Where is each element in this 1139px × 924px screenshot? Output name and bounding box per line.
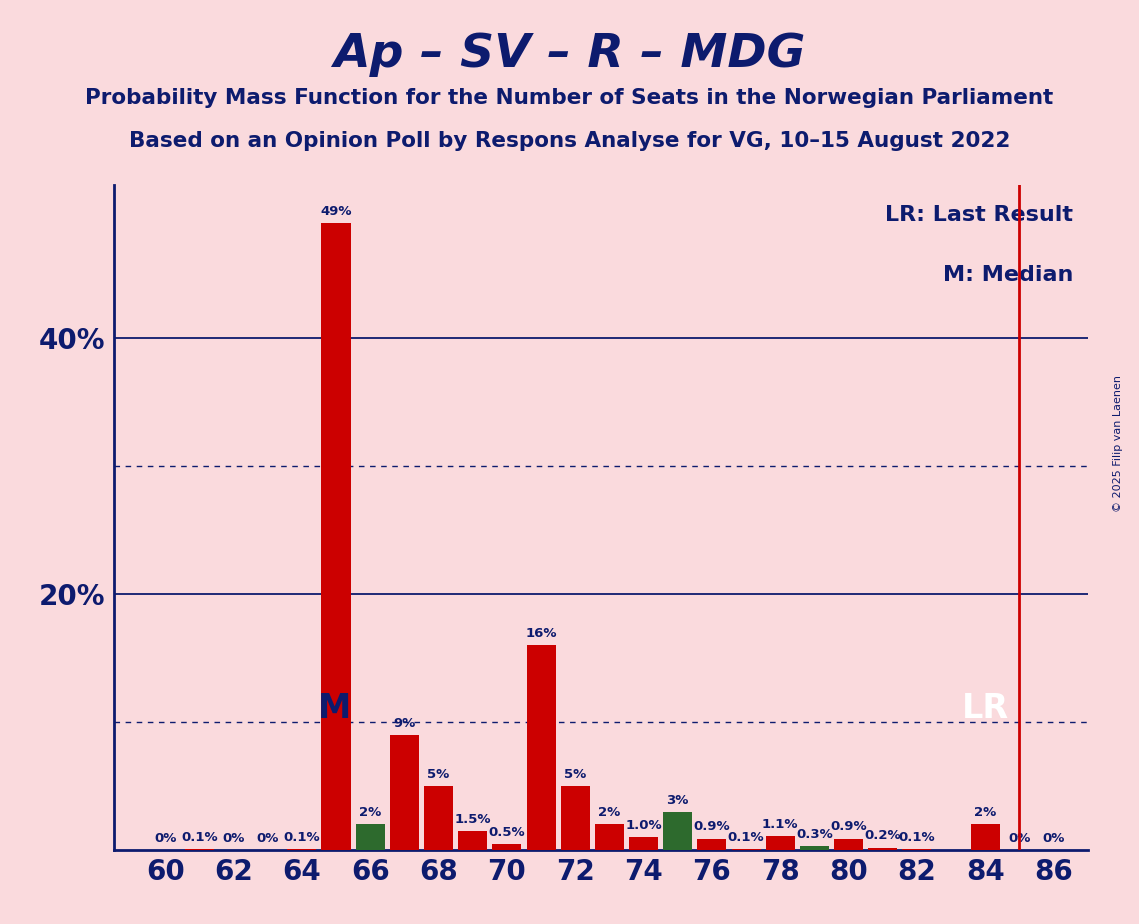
Text: 5%: 5% xyxy=(564,768,587,781)
Text: 2%: 2% xyxy=(598,807,621,820)
Text: 0.2%: 0.2% xyxy=(865,830,901,843)
Bar xyxy=(321,224,351,850)
Bar xyxy=(834,839,863,850)
Text: 1.5%: 1.5% xyxy=(454,813,491,826)
Bar xyxy=(970,824,1000,850)
Text: Based on an Opinion Poll by Respons Analyse for VG, 10–15 August 2022: Based on an Opinion Poll by Respons Anal… xyxy=(129,131,1010,152)
Bar xyxy=(697,839,727,850)
Bar xyxy=(492,844,522,850)
Bar xyxy=(731,849,761,850)
Text: 0%: 0% xyxy=(222,832,245,845)
Bar xyxy=(868,847,898,850)
Text: 0.5%: 0.5% xyxy=(489,825,525,839)
Text: 0%: 0% xyxy=(1042,832,1065,845)
Text: © 2025 Filip van Laenen: © 2025 Filip van Laenen xyxy=(1114,375,1123,512)
Text: 0.1%: 0.1% xyxy=(181,831,218,844)
Bar xyxy=(765,836,795,850)
Bar xyxy=(902,849,932,850)
Text: 0%: 0% xyxy=(256,832,279,845)
Bar xyxy=(424,786,453,850)
Bar xyxy=(663,811,693,850)
Bar xyxy=(390,735,419,850)
Text: 2%: 2% xyxy=(974,807,997,820)
Text: 0.1%: 0.1% xyxy=(284,831,320,844)
Text: 49%: 49% xyxy=(320,205,352,218)
Text: 0.9%: 0.9% xyxy=(830,821,867,833)
Bar xyxy=(526,645,556,850)
Text: Ap – SV – R – MDG: Ap – SV – R – MDG xyxy=(334,32,805,78)
Text: LR: LR xyxy=(962,692,1009,724)
Text: 16%: 16% xyxy=(525,627,557,640)
Text: M: M xyxy=(318,692,352,724)
Bar xyxy=(800,846,829,850)
Text: 5%: 5% xyxy=(427,768,450,781)
Text: 0.3%: 0.3% xyxy=(796,828,833,841)
Text: M: Median: M: Median xyxy=(943,264,1073,285)
Bar xyxy=(458,831,487,850)
Bar xyxy=(185,849,214,850)
Text: 0.9%: 0.9% xyxy=(694,821,730,833)
Text: Probability Mass Function for the Number of Seats in the Norwegian Parliament: Probability Mass Function for the Number… xyxy=(85,88,1054,108)
Bar xyxy=(629,837,658,850)
Text: 0%: 0% xyxy=(1008,832,1031,845)
Text: 1.0%: 1.0% xyxy=(625,820,662,833)
Text: 0.1%: 0.1% xyxy=(899,831,935,844)
Text: 0%: 0% xyxy=(154,832,177,845)
Text: LR: Last Result: LR: Last Result xyxy=(885,205,1073,225)
Bar xyxy=(355,824,385,850)
Text: 0.1%: 0.1% xyxy=(728,831,764,844)
Bar xyxy=(560,786,590,850)
Text: 9%: 9% xyxy=(393,717,416,730)
Text: 2%: 2% xyxy=(359,807,382,820)
Text: 1.1%: 1.1% xyxy=(762,818,798,831)
Bar xyxy=(287,849,317,850)
Bar xyxy=(595,824,624,850)
Text: 3%: 3% xyxy=(666,794,689,807)
